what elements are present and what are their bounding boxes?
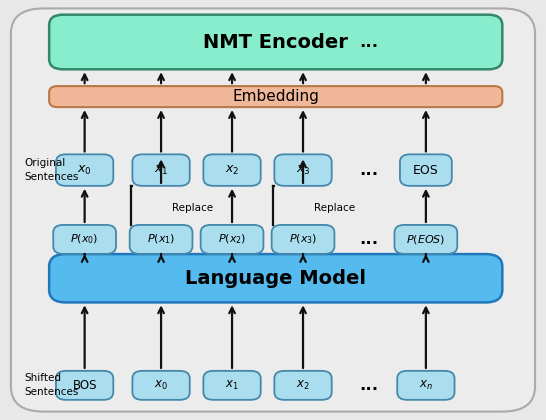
Text: Original
Sentences: Original Sentences (25, 158, 79, 182)
Text: $x_0$: $x_0$ (78, 163, 92, 177)
Text: Replace: Replace (314, 203, 355, 213)
Text: Embedding: Embedding (232, 89, 319, 104)
Text: Shifted
Sentences: Shifted Sentences (25, 373, 79, 397)
FancyBboxPatch shape (49, 254, 502, 302)
FancyBboxPatch shape (132, 155, 190, 186)
Text: $x_1$: $x_1$ (225, 379, 239, 392)
FancyBboxPatch shape (394, 225, 458, 254)
FancyBboxPatch shape (201, 225, 263, 254)
FancyBboxPatch shape (129, 225, 192, 254)
FancyBboxPatch shape (56, 371, 114, 400)
Text: EOS: EOS (413, 164, 439, 176)
FancyBboxPatch shape (275, 371, 332, 400)
FancyBboxPatch shape (400, 155, 452, 186)
FancyBboxPatch shape (56, 155, 114, 186)
Text: Replace: Replace (172, 203, 213, 213)
FancyBboxPatch shape (54, 225, 116, 254)
Text: $P(EOS)$: $P(EOS)$ (406, 233, 446, 246)
Text: $x_2$: $x_2$ (296, 379, 310, 392)
Text: $P(x_2)$: $P(x_2)$ (218, 233, 246, 246)
FancyBboxPatch shape (132, 371, 190, 400)
FancyBboxPatch shape (275, 155, 332, 186)
Text: $x_1$: $x_1$ (154, 163, 168, 177)
Text: ...: ... (359, 231, 378, 248)
Text: $x_n$: $x_n$ (419, 379, 433, 392)
FancyBboxPatch shape (49, 86, 502, 107)
Text: Language Model: Language Model (185, 269, 366, 288)
FancyBboxPatch shape (203, 371, 261, 400)
Text: $x_3$: $x_3$ (296, 163, 310, 177)
Text: $P(x_3)$: $P(x_3)$ (289, 233, 317, 246)
Text: $x_2$: $x_2$ (225, 163, 239, 177)
FancyBboxPatch shape (272, 225, 334, 254)
Text: $x_0$: $x_0$ (154, 379, 168, 392)
Text: NMT Encoder: NMT Encoder (203, 32, 348, 52)
FancyBboxPatch shape (11, 8, 535, 412)
FancyBboxPatch shape (397, 371, 454, 400)
Text: $P(x_0)$: $P(x_0)$ (70, 233, 99, 246)
Text: ...: ... (359, 33, 378, 51)
FancyBboxPatch shape (203, 155, 261, 186)
Text: BOS: BOS (73, 379, 97, 392)
Text: $P(x_1)$: $P(x_1)$ (147, 233, 175, 246)
Text: ...: ... (359, 161, 378, 179)
FancyBboxPatch shape (49, 15, 502, 69)
Text: ...: ... (359, 376, 378, 394)
